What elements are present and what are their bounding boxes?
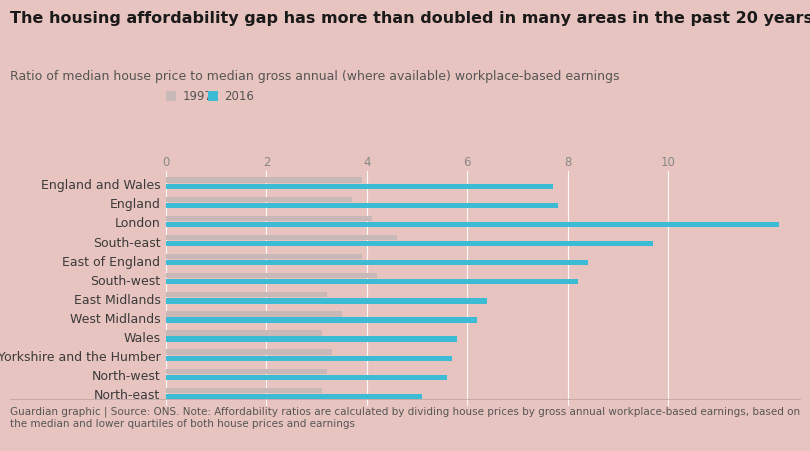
Bar — [166, 375, 447, 380]
Bar — [166, 280, 578, 285]
Text: Guardian graphic | Source: ONS. Note: Affordability ratios are calculated by div: Guardian graphic | Source: ONS. Note: Af… — [10, 406, 799, 428]
Bar — [166, 356, 452, 361]
Bar — [166, 254, 362, 260]
Bar — [166, 216, 372, 221]
Bar — [166, 331, 322, 336]
Bar — [166, 369, 326, 374]
Bar — [166, 197, 352, 202]
Text: 1997: 1997 — [182, 90, 212, 103]
Bar — [166, 235, 397, 240]
Bar — [166, 260, 588, 266]
Bar — [166, 299, 488, 304]
Bar — [166, 337, 458, 342]
Bar — [166, 203, 558, 208]
Bar — [166, 292, 326, 298]
Text: The housing affordability gap has more than doubled in many areas in the past 20: The housing affordability gap has more t… — [10, 11, 810, 26]
Text: Ratio of median house price to median gross annual (where available) workplace-b: Ratio of median house price to median gr… — [10, 70, 619, 83]
Bar — [166, 312, 342, 317]
Bar — [166, 184, 552, 189]
Bar — [166, 394, 422, 399]
Bar — [166, 388, 322, 393]
Bar — [166, 241, 653, 247]
Text: 2016: 2016 — [224, 90, 254, 103]
Bar — [166, 178, 362, 184]
Bar — [166, 222, 778, 228]
Bar — [166, 350, 332, 355]
Bar — [166, 273, 377, 279]
Bar — [166, 318, 477, 323]
